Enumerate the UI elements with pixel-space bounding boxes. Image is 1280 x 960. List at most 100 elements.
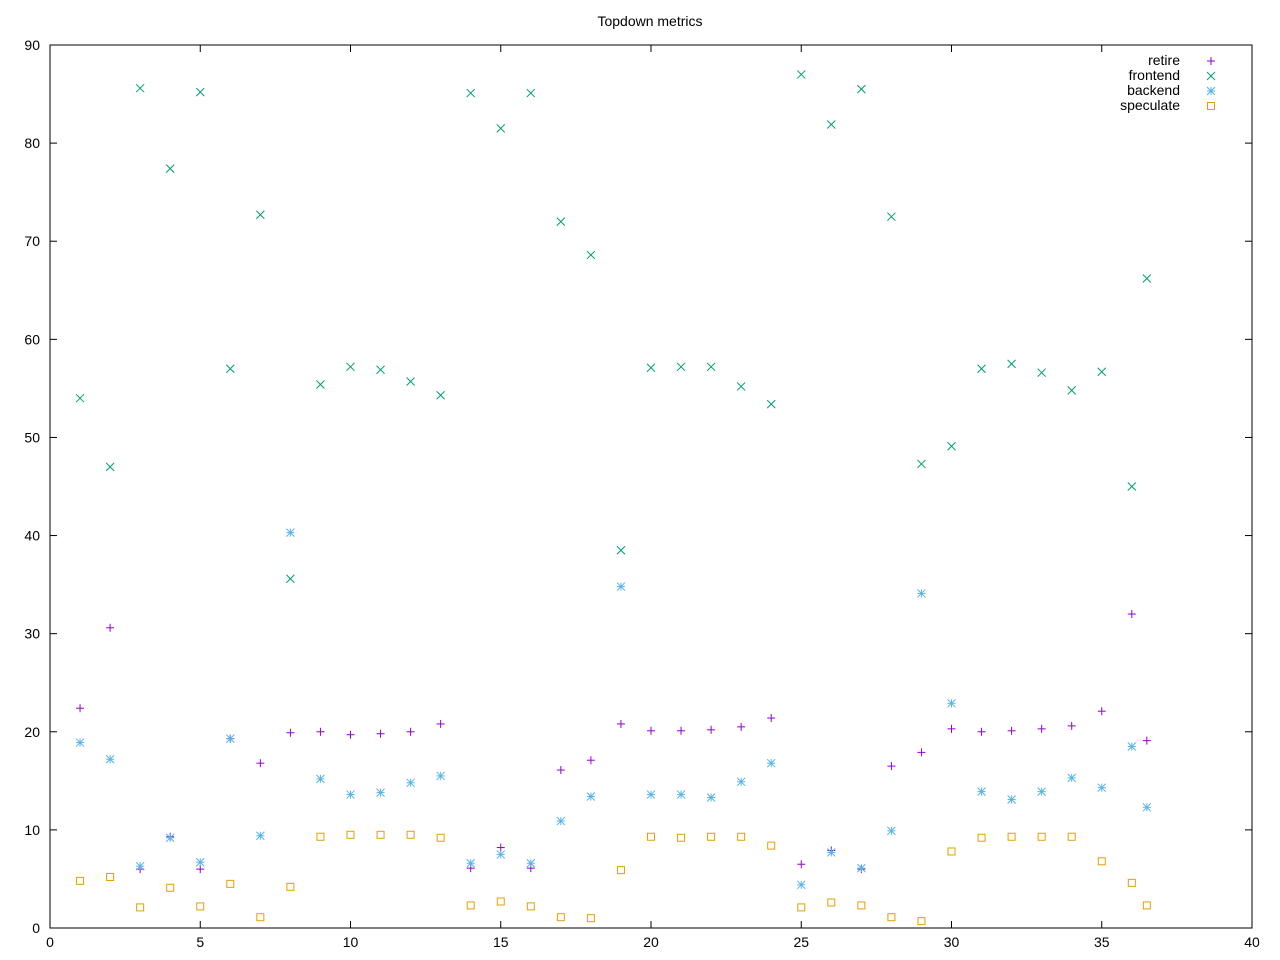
backend-point — [255, 831, 265, 841]
frontend-point — [105, 462, 115, 472]
speculate-point — [76, 876, 85, 885]
backend-point — [796, 880, 806, 890]
backend-point — [1142, 802, 1152, 812]
frontend-point — [165, 164, 175, 173]
backend-point — [316, 774, 325, 784]
speculate-point — [977, 833, 986, 842]
frontend-point — [676, 362, 686, 372]
retire-point — [1127, 610, 1136, 619]
speculate-point — [677, 833, 686, 842]
backend-point — [706, 793, 716, 802]
speculate-point — [1097, 857, 1106, 866]
speculate-point — [436, 833, 445, 842]
frontend-point — [225, 364, 235, 374]
frontend-point — [436, 390, 446, 400]
speculate-point — [947, 847, 956, 856]
speculate-point — [196, 902, 205, 911]
retire-point — [556, 766, 565, 775]
frontend-point — [286, 574, 295, 584]
backend-point — [165, 833, 175, 843]
retire-point — [677, 726, 686, 735]
frontend-point — [1007, 359, 1016, 369]
retire-point — [1067, 721, 1076, 730]
backend-point — [887, 826, 896, 836]
speculate-point — [496, 897, 505, 906]
y-tick-label: 70 — [24, 233, 40, 249]
frontend-point — [646, 363, 656, 373]
x-tick-label: 15 — [493, 934, 509, 950]
frontend-point — [887, 212, 896, 222]
retire-point — [977, 727, 986, 736]
frontend-point — [947, 441, 956, 451]
legend-marker-retire — [1207, 57, 1215, 65]
speculate-point — [827, 898, 836, 907]
frontend-point — [977, 364, 986, 374]
backend-point — [616, 582, 626, 591]
data-points — [75, 70, 1152, 926]
backend-point — [376, 788, 385, 797]
frontend-point — [255, 210, 265, 220]
y-tick-label: 80 — [24, 135, 40, 151]
frontend-point — [856, 84, 866, 94]
y-tick-label: 30 — [24, 626, 40, 642]
backend-point — [135, 861, 145, 871]
retire-point — [1097, 707, 1106, 716]
retire-point — [346, 730, 355, 739]
x-tick-label: 5 — [196, 934, 204, 950]
backend-point — [496, 850, 506, 859]
speculate-point — [226, 879, 235, 888]
legend-label-speculate: speculate — [1120, 97, 1180, 113]
speculate-point — [1142, 901, 1151, 910]
frontend-point — [526, 88, 536, 98]
frontend-point — [586, 250, 596, 260]
retire-point — [707, 725, 716, 734]
backend-point — [977, 787, 986, 796]
speculate-point — [1067, 832, 1076, 841]
speculate-point — [346, 830, 355, 839]
speculate-point — [887, 913, 896, 922]
speculate-point — [586, 914, 595, 923]
speculate-point — [707, 832, 716, 841]
retire-point — [256, 759, 265, 768]
frontend-point — [917, 459, 926, 469]
speculate-point — [737, 832, 746, 841]
x-tick-label: 30 — [944, 934, 960, 950]
speculate-point — [1127, 878, 1136, 887]
backend-point — [1097, 783, 1107, 793]
backend-point — [75, 738, 85, 747]
speculate-point — [1037, 832, 1046, 841]
retire-point — [887, 762, 896, 771]
x-tick-label: 0 — [46, 934, 54, 950]
legend-marker-speculate — [1207, 102, 1215, 110]
speculate-point — [376, 830, 385, 839]
retire-point — [1142, 736, 1151, 745]
backend-point — [556, 816, 566, 826]
legend-marker-frontend — [1206, 71, 1216, 81]
backend-point — [1127, 742, 1137, 751]
y-tick-label: 20 — [24, 724, 40, 740]
frontend-point — [796, 70, 806, 79]
backend-point — [286, 528, 295, 537]
x-tick-label: 25 — [793, 934, 809, 950]
speculate-point — [797, 903, 806, 912]
frontend-point — [1127, 482, 1137, 491]
backend-point — [766, 758, 776, 768]
retire-point — [376, 729, 385, 738]
axes: 0 5 10 15 20 25 30 35 40 0 10 20 30 40 50 60 70 80 90 — [24, 37, 1260, 950]
backend-point — [676, 790, 686, 799]
speculate-point — [166, 883, 175, 892]
frontend-point — [195, 87, 205, 97]
retire-point — [316, 727, 325, 736]
speculate-point — [647, 832, 655, 841]
backend-point — [947, 698, 956, 708]
backend-point — [346, 790, 355, 799]
frontend-point — [496, 124, 506, 133]
y-tick-label: 60 — [24, 331, 40, 347]
backend-point — [736, 777, 746, 787]
retire-point — [196, 865, 205, 874]
speculate-point — [286, 882, 295, 891]
retire-point — [586, 756, 595, 765]
x-tick-label: 40 — [1244, 934, 1260, 950]
backend-point — [105, 754, 115, 764]
legend-label-backend: backend — [1127, 82, 1180, 98]
